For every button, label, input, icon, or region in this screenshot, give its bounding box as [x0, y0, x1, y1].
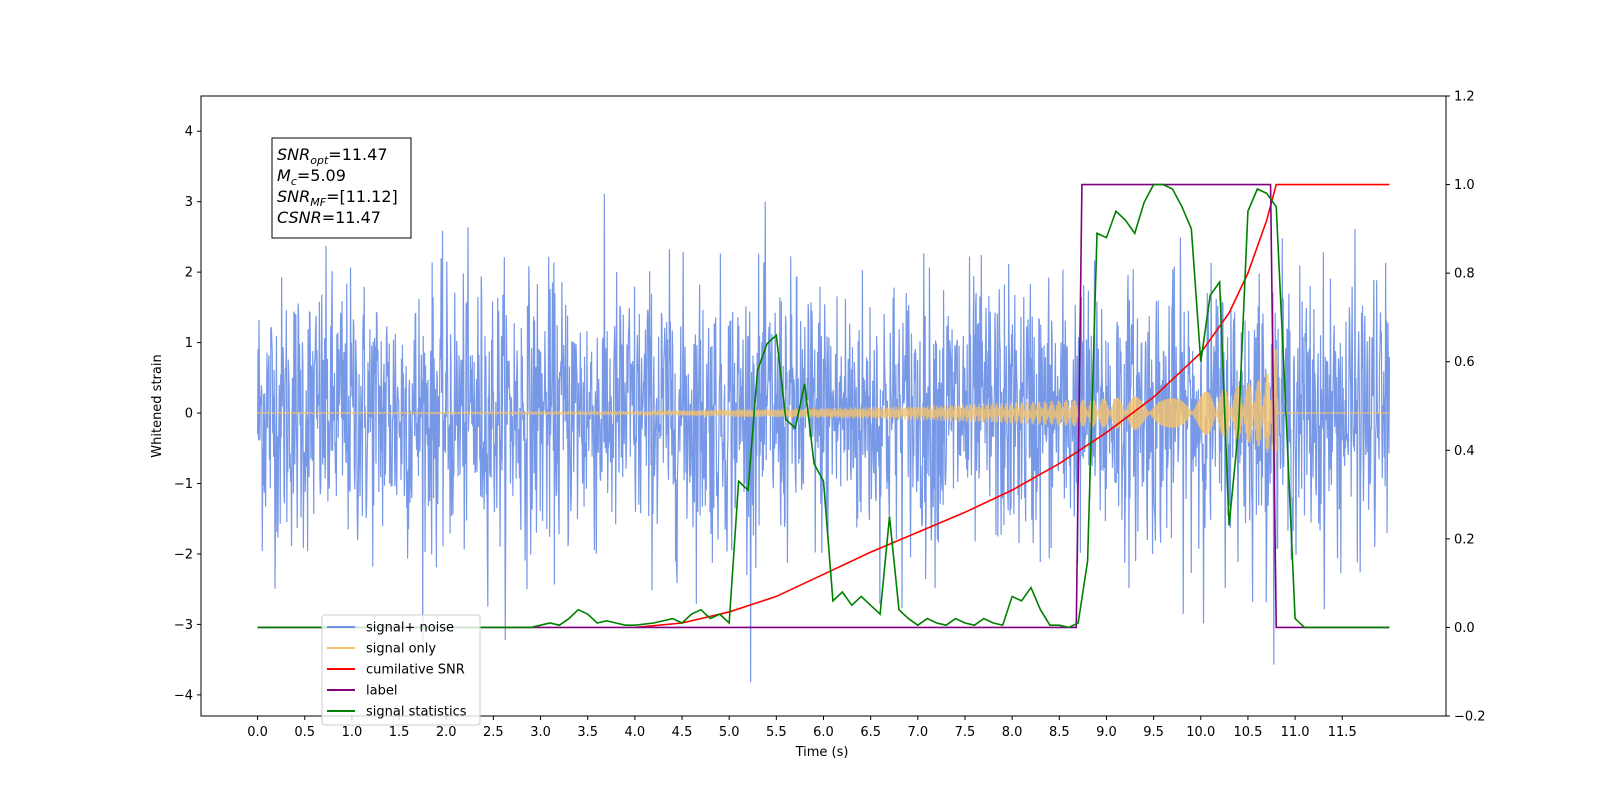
- y-tick-label: 0: [185, 407, 193, 422]
- annotation-box: [271, 137, 412, 239]
- y2-tick-label: 0.6: [1454, 355, 1475, 370]
- x-tick-label: 3.5: [577, 725, 598, 740]
- x-tick-label: 10.5: [1233, 725, 1262, 740]
- legend-label: signal+ noise: [366, 621, 454, 636]
- annotation-line: SNRMF=[11.12]: [277, 187, 398, 209]
- y-axis-label: Whitened strain: [150, 354, 165, 457]
- legend-box: [321, 614, 481, 726]
- x-tick-label: 1.5: [389, 725, 410, 740]
- y2-tick-label: 1.2: [1454, 90, 1475, 105]
- x-tick-label: 2.0: [436, 725, 457, 740]
- series-label: [257, 183, 1390, 629]
- y-tick-label: 1: [185, 336, 193, 351]
- y-tick-label: 4: [185, 125, 193, 140]
- legend-label: signal statistics: [366, 705, 467, 720]
- x-tick-label: 8.0: [1002, 725, 1023, 740]
- series-signal-only: [257, 348, 1390, 480]
- legend-label: cumilative SNR: [366, 663, 465, 678]
- annotation-line: Mc=5.09: [277, 166, 346, 188]
- y2-tick-label: −0.2: [1454, 710, 1486, 725]
- legend-label: label: [366, 684, 397, 699]
- x-tick-label: 4.5: [672, 725, 693, 740]
- x-tick-label: 9.0: [1096, 725, 1117, 740]
- x-tick-label: 0.5: [294, 725, 315, 740]
- annotation-line: CSNR=11.47: [277, 208, 381, 227]
- x-tick-label: 10.0: [1186, 725, 1215, 740]
- y-tick-label: −1: [174, 477, 193, 492]
- x-tick-label: 9.5: [1143, 725, 1164, 740]
- x-tick-label: 5.5: [766, 725, 787, 740]
- y-tick-label: 2: [185, 266, 193, 281]
- series-cumilative-snr: [634, 183, 1390, 629]
- y-tick-label: −3: [174, 618, 193, 633]
- x-tick-label: 11.0: [1281, 725, 1310, 740]
- x-tick-label: 0.0: [247, 725, 268, 740]
- x-tick-label: 7.0: [907, 725, 928, 740]
- x-tick-label: 2.5: [483, 725, 504, 740]
- x-tick-label: 1.0: [342, 725, 363, 740]
- x-axis-label: Time (s): [795, 745, 849, 760]
- x-tick-label: 11.5: [1328, 725, 1357, 740]
- y2-tick-label: 0.4: [1454, 444, 1475, 459]
- y2-tick-label: 0.0: [1454, 621, 1475, 636]
- x-tick-label: 8.5: [1049, 725, 1070, 740]
- x-tick-label: 7.5: [955, 725, 976, 740]
- x-tick-label: 6.5: [860, 725, 881, 740]
- series-signal-statistics: [257, 183, 1390, 629]
- x-tick-label: 3.0: [530, 725, 551, 740]
- x-tick-label: 5.0: [719, 725, 740, 740]
- x-tick-label: 4.0: [625, 725, 646, 740]
- series-signal-plus-noise: [256, 193, 1391, 683]
- annotation-line: SNRopt=11.47: [277, 145, 388, 167]
- legend-label: signal only: [366, 642, 436, 657]
- y-tick-label: −2: [174, 547, 193, 562]
- y2-tick-label: 0.8: [1454, 267, 1475, 282]
- y2-tick-label: 1.0: [1454, 178, 1475, 193]
- y2-tick-label: 0.2: [1454, 532, 1475, 547]
- x-tick-label: 6.0: [813, 725, 834, 740]
- y-tick-label: −4: [174, 688, 193, 703]
- y-tick-label: 3: [185, 195, 193, 210]
